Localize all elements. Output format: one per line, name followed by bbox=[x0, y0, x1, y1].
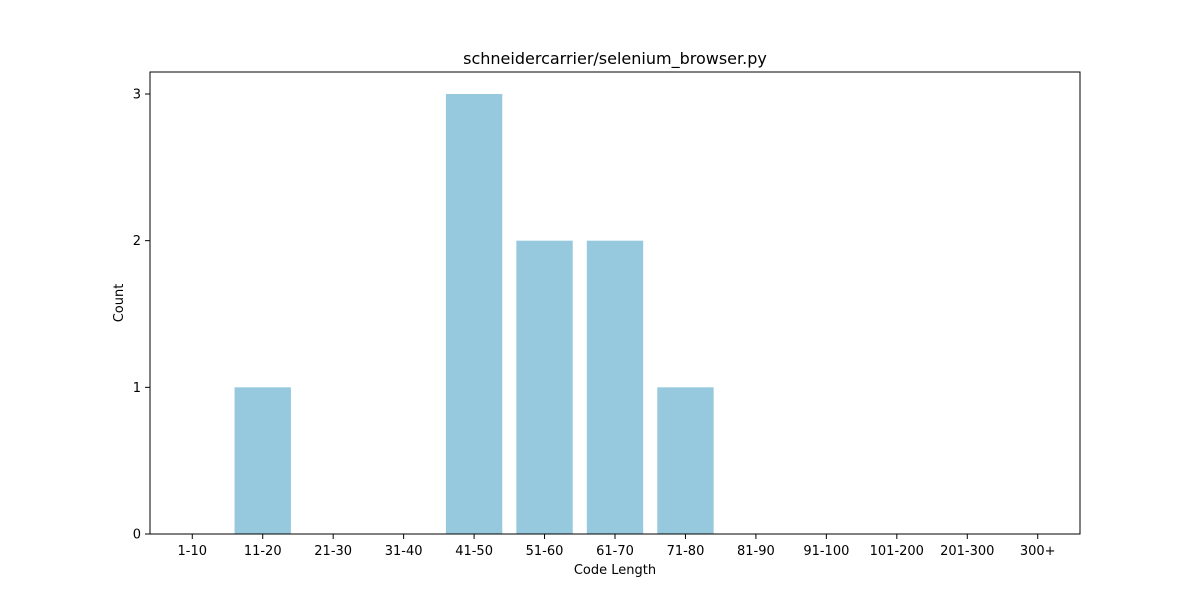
bars-group bbox=[234, 94, 714, 534]
bar-41-50 bbox=[445, 94, 503, 534]
x-tick-label: 11-20 bbox=[244, 544, 282, 559]
x-tick-label: 1-10 bbox=[178, 544, 208, 559]
y-tick-label: 0 bbox=[133, 528, 141, 543]
y-axis-label: Count bbox=[112, 284, 127, 323]
x-tick-label: 51-60 bbox=[526, 544, 564, 559]
y-axis-ticks: 0 1 2 3 bbox=[133, 88, 150, 543]
x-tick-label: 91-100 bbox=[803, 544, 849, 559]
bar-51-60 bbox=[516, 240, 573, 534]
x-axis-ticks: 1-10 11-20 21-30 31-40 41-50 51-60 61-70 71-80 8… bbox=[178, 534, 1056, 559]
y-tick-label: 3 bbox=[133, 88, 141, 103]
x-tick-label: 31-40 bbox=[385, 544, 423, 559]
x-tick-label: 81-90 bbox=[737, 544, 775, 559]
x-axis-label: Code Length bbox=[574, 563, 656, 578]
chart-title: schneidercarrier/selenium_browser.py bbox=[463, 49, 767, 69]
x-tick-label: 61-70 bbox=[596, 544, 634, 559]
x-tick-label: 21-30 bbox=[314, 544, 352, 559]
x-tick-label: 41-50 bbox=[455, 544, 493, 559]
y-tick-label: 1 bbox=[133, 381, 141, 396]
bar-61-70 bbox=[586, 240, 644, 534]
x-tick-label: 201-300 bbox=[940, 544, 994, 559]
bar-11-20 bbox=[234, 387, 291, 534]
x-tick-label: 300+ bbox=[1020, 544, 1056, 559]
bar-71-80 bbox=[657, 387, 714, 534]
x-tick-label: 101-200 bbox=[870, 544, 924, 559]
x-tick-label: 71-80 bbox=[667, 544, 705, 559]
y-tick-label: 2 bbox=[133, 234, 141, 249]
